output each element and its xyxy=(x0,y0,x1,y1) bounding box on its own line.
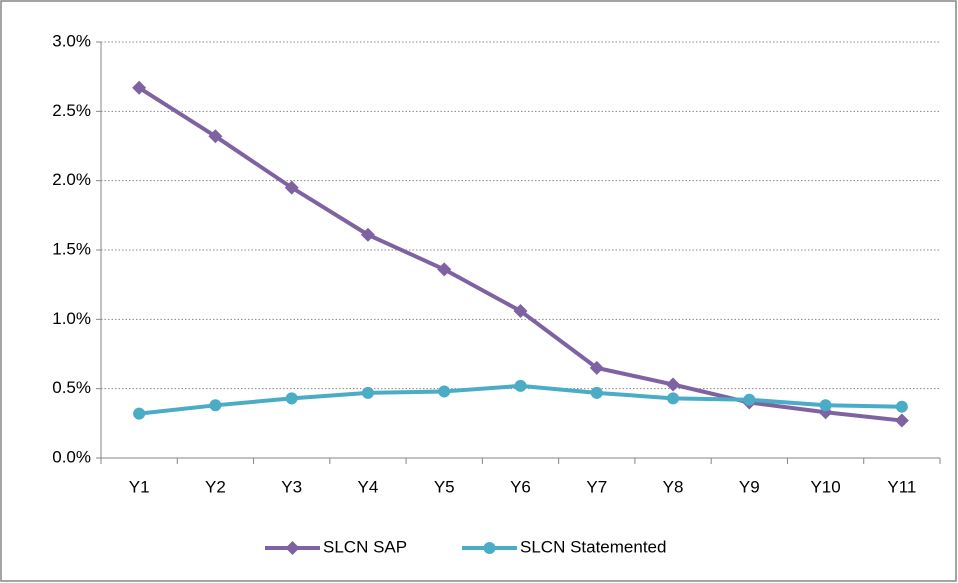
data-point xyxy=(894,413,909,428)
x-tick-label: Y7 xyxy=(586,477,607,496)
legend-label: SLCN SAP xyxy=(323,537,407,556)
legend-marker xyxy=(285,541,300,555)
x-tick-label: Y1 xyxy=(129,477,150,496)
data-point xyxy=(133,407,146,420)
y-tick-label: 2.0% xyxy=(52,170,91,189)
data-point xyxy=(513,304,528,319)
x-tick-label: Y11 xyxy=(887,477,916,496)
data-point xyxy=(514,379,527,392)
x-tick-label: Y5 xyxy=(434,477,455,496)
data-point xyxy=(437,262,452,277)
data-point xyxy=(438,385,451,398)
data-point xyxy=(667,392,680,405)
x-tick-label: Y6 xyxy=(510,477,531,496)
data-point xyxy=(666,377,681,392)
x-tick-label: Y9 xyxy=(739,477,760,496)
x-tick-label: Y3 xyxy=(281,477,302,496)
data-point xyxy=(743,393,756,406)
data-point xyxy=(361,386,374,399)
y-tick-label: 1.5% xyxy=(52,239,91,258)
y-tick-label: 3.0% xyxy=(52,31,91,50)
data-point xyxy=(590,386,603,399)
y-tick-label: 2.5% xyxy=(52,101,91,120)
data-point xyxy=(589,360,604,375)
x-tick-label: Y2 xyxy=(205,477,226,496)
y-tick-label: 0.0% xyxy=(52,447,91,466)
y-tick-label: 0.5% xyxy=(52,378,91,397)
data-point xyxy=(285,392,298,405)
data-point xyxy=(819,399,832,412)
data-point xyxy=(895,400,908,413)
data-point xyxy=(360,227,375,242)
legend-marker xyxy=(483,542,496,554)
x-tick-label: Y4 xyxy=(358,477,379,496)
data-point xyxy=(132,80,147,95)
data-point xyxy=(209,399,222,412)
legend-label: SLCN Statemented xyxy=(520,537,666,556)
x-tick-label: Y10 xyxy=(810,477,840,496)
x-tick-label: Y8 xyxy=(663,477,684,496)
data-point xyxy=(284,180,299,195)
data-point xyxy=(208,129,223,144)
y-tick-label: 1.0% xyxy=(52,309,91,328)
